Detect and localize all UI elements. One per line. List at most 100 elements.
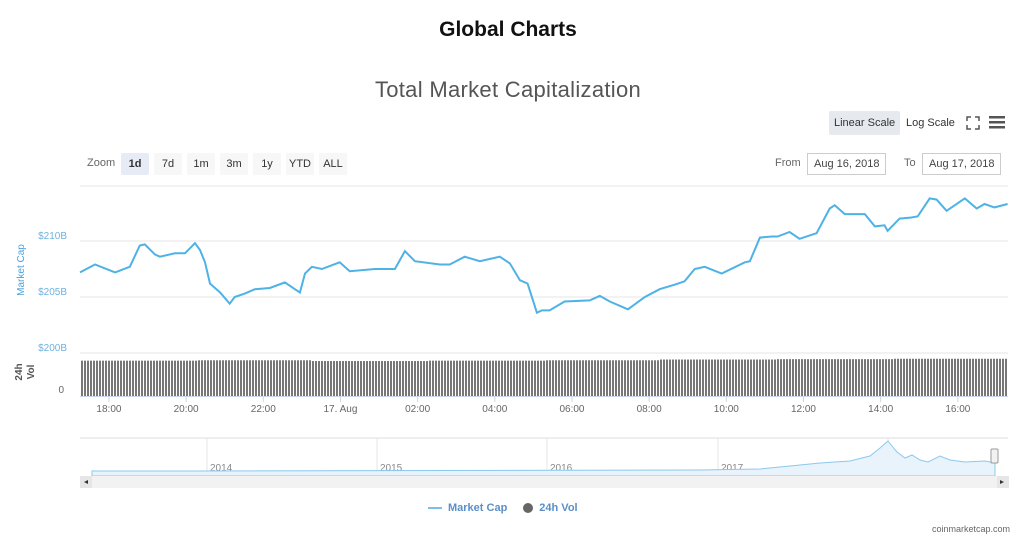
volume-bar bbox=[747, 359, 749, 396]
volume-bar bbox=[738, 359, 740, 396]
volume-bar bbox=[258, 360, 260, 396]
volume-bar bbox=[804, 359, 806, 396]
navigator-year-label: 2014 bbox=[210, 463, 233, 474]
volume-bar bbox=[621, 360, 623, 396]
volume-bar bbox=[450, 360, 452, 396]
volume-bar bbox=[693, 359, 695, 396]
volume-bar bbox=[138, 360, 140, 396]
volume-bar bbox=[717, 359, 719, 396]
zoom-button-all[interactable]: ALL bbox=[319, 153, 347, 175]
navigator-series bbox=[91, 440, 996, 477]
to-date-input[interactable]: Aug 17, 2018 bbox=[922, 153, 1002, 175]
volume-bar bbox=[810, 359, 812, 396]
volume-bar bbox=[423, 361, 425, 396]
volume-bar bbox=[513, 360, 515, 396]
volume-bar bbox=[657, 360, 659, 396]
volume-bar bbox=[264, 360, 266, 396]
x-tick-label: 17. Aug bbox=[323, 404, 357, 415]
volume-bar bbox=[342, 361, 344, 396]
x-tick-label: 14:00 bbox=[868, 404, 893, 415]
volume-bar bbox=[291, 360, 293, 396]
volume-bar bbox=[273, 360, 275, 396]
zoom-button-1m[interactable]: 1m bbox=[187, 153, 215, 175]
volume-bar bbox=[690, 359, 692, 396]
volume-bar bbox=[939, 358, 941, 396]
volume-bar bbox=[705, 359, 707, 396]
volume-bar bbox=[744, 359, 746, 396]
volume-bar bbox=[114, 360, 116, 396]
volume-bar bbox=[321, 361, 323, 396]
volume-bar bbox=[561, 360, 563, 396]
volume-bar bbox=[180, 360, 182, 396]
volume-bar bbox=[765, 359, 767, 396]
navigator-year-label: 2016 bbox=[550, 463, 573, 474]
volume-bar bbox=[666, 359, 668, 396]
volume-bar bbox=[429, 360, 431, 396]
volume-bar bbox=[789, 359, 791, 396]
volume-bar bbox=[468, 360, 470, 396]
volume-bar bbox=[216, 360, 218, 396]
zoom-button-3m[interactable]: 3m bbox=[220, 153, 248, 175]
volume-bar bbox=[567, 360, 569, 396]
volume-bar bbox=[969, 358, 971, 396]
volume-bar bbox=[195, 360, 197, 396]
volume-bar bbox=[111, 360, 113, 396]
volume-bar bbox=[906, 358, 908, 396]
hamburger-menu-icon[interactable] bbox=[989, 115, 1006, 130]
volume-bar bbox=[543, 360, 545, 396]
navigator[interactable]: 20142015201620172018 bbox=[80, 437, 1008, 477]
volume-bar bbox=[144, 360, 146, 396]
volume-bar bbox=[99, 360, 101, 396]
zoom-button-ytd[interactable]: YTD bbox=[286, 153, 314, 175]
volume-bar bbox=[870, 359, 872, 396]
volume-bar bbox=[303, 360, 305, 396]
volume-bar bbox=[234, 360, 236, 396]
zoom-button-1d[interactable]: 1d bbox=[121, 153, 149, 175]
volume-bar bbox=[897, 358, 899, 396]
market-cap-legend-line-icon bbox=[428, 507, 442, 509]
volume-bar bbox=[798, 359, 800, 396]
credit[interactable]: coinmarketcap.com bbox=[931, 524, 1010, 534]
linear-scale-button[interactable]: Linear Scale bbox=[829, 111, 901, 135]
volume-bar bbox=[534, 360, 536, 396]
volume-bar bbox=[684, 359, 686, 396]
volume-bar bbox=[843, 359, 845, 396]
legend-24h-vol[interactable]: 24h Vol bbox=[539, 502, 578, 514]
x-tick-label: 08:00 bbox=[637, 404, 662, 415]
volume-bar bbox=[141, 360, 143, 396]
volume-bar bbox=[525, 360, 527, 396]
volume-bar bbox=[288, 360, 290, 396]
volume-bar bbox=[204, 360, 206, 396]
volume-bar bbox=[393, 361, 395, 396]
volume-bar bbox=[171, 360, 173, 396]
volume-bar bbox=[702, 359, 704, 396]
volume-bar bbox=[990, 358, 992, 396]
volume-bar bbox=[663, 359, 665, 396]
volume-bar bbox=[573, 360, 575, 396]
log-scale-button[interactable]: Log Scale bbox=[906, 117, 955, 129]
volume-bar bbox=[795, 359, 797, 396]
zoom-button-7d[interactable]: 7d bbox=[154, 153, 182, 175]
volume-bar bbox=[318, 361, 320, 396]
volume-bar bbox=[81, 360, 83, 396]
x-tick-label: 10:00 bbox=[714, 404, 739, 415]
legend-market-cap[interactable]: Market Cap bbox=[448, 502, 508, 514]
volume-bar bbox=[612, 360, 614, 396]
volume-bar bbox=[192, 360, 194, 396]
volume-bar bbox=[168, 360, 170, 396]
volume-bar bbox=[390, 361, 392, 396]
volume-bar bbox=[618, 360, 620, 396]
volume-bar bbox=[294, 360, 296, 396]
chart-title: Total Market Capitalization bbox=[374, 77, 642, 102]
navigator-handle[interactable] bbox=[990, 448, 999, 464]
volume-bar bbox=[324, 361, 326, 396]
zoom-button-1y[interactable]: 1y bbox=[253, 153, 281, 175]
volume-bar bbox=[150, 360, 152, 396]
fullscreen-icon[interactable] bbox=[965, 115, 981, 131]
volume-bar bbox=[900, 358, 902, 396]
scrollbar[interactable] bbox=[80, 476, 1009, 488]
volume-bar bbox=[540, 360, 542, 396]
volume-bar bbox=[729, 359, 731, 396]
volume-bar bbox=[975, 358, 977, 396]
from-date-input[interactable]: Aug 16, 2018 bbox=[807, 153, 887, 175]
